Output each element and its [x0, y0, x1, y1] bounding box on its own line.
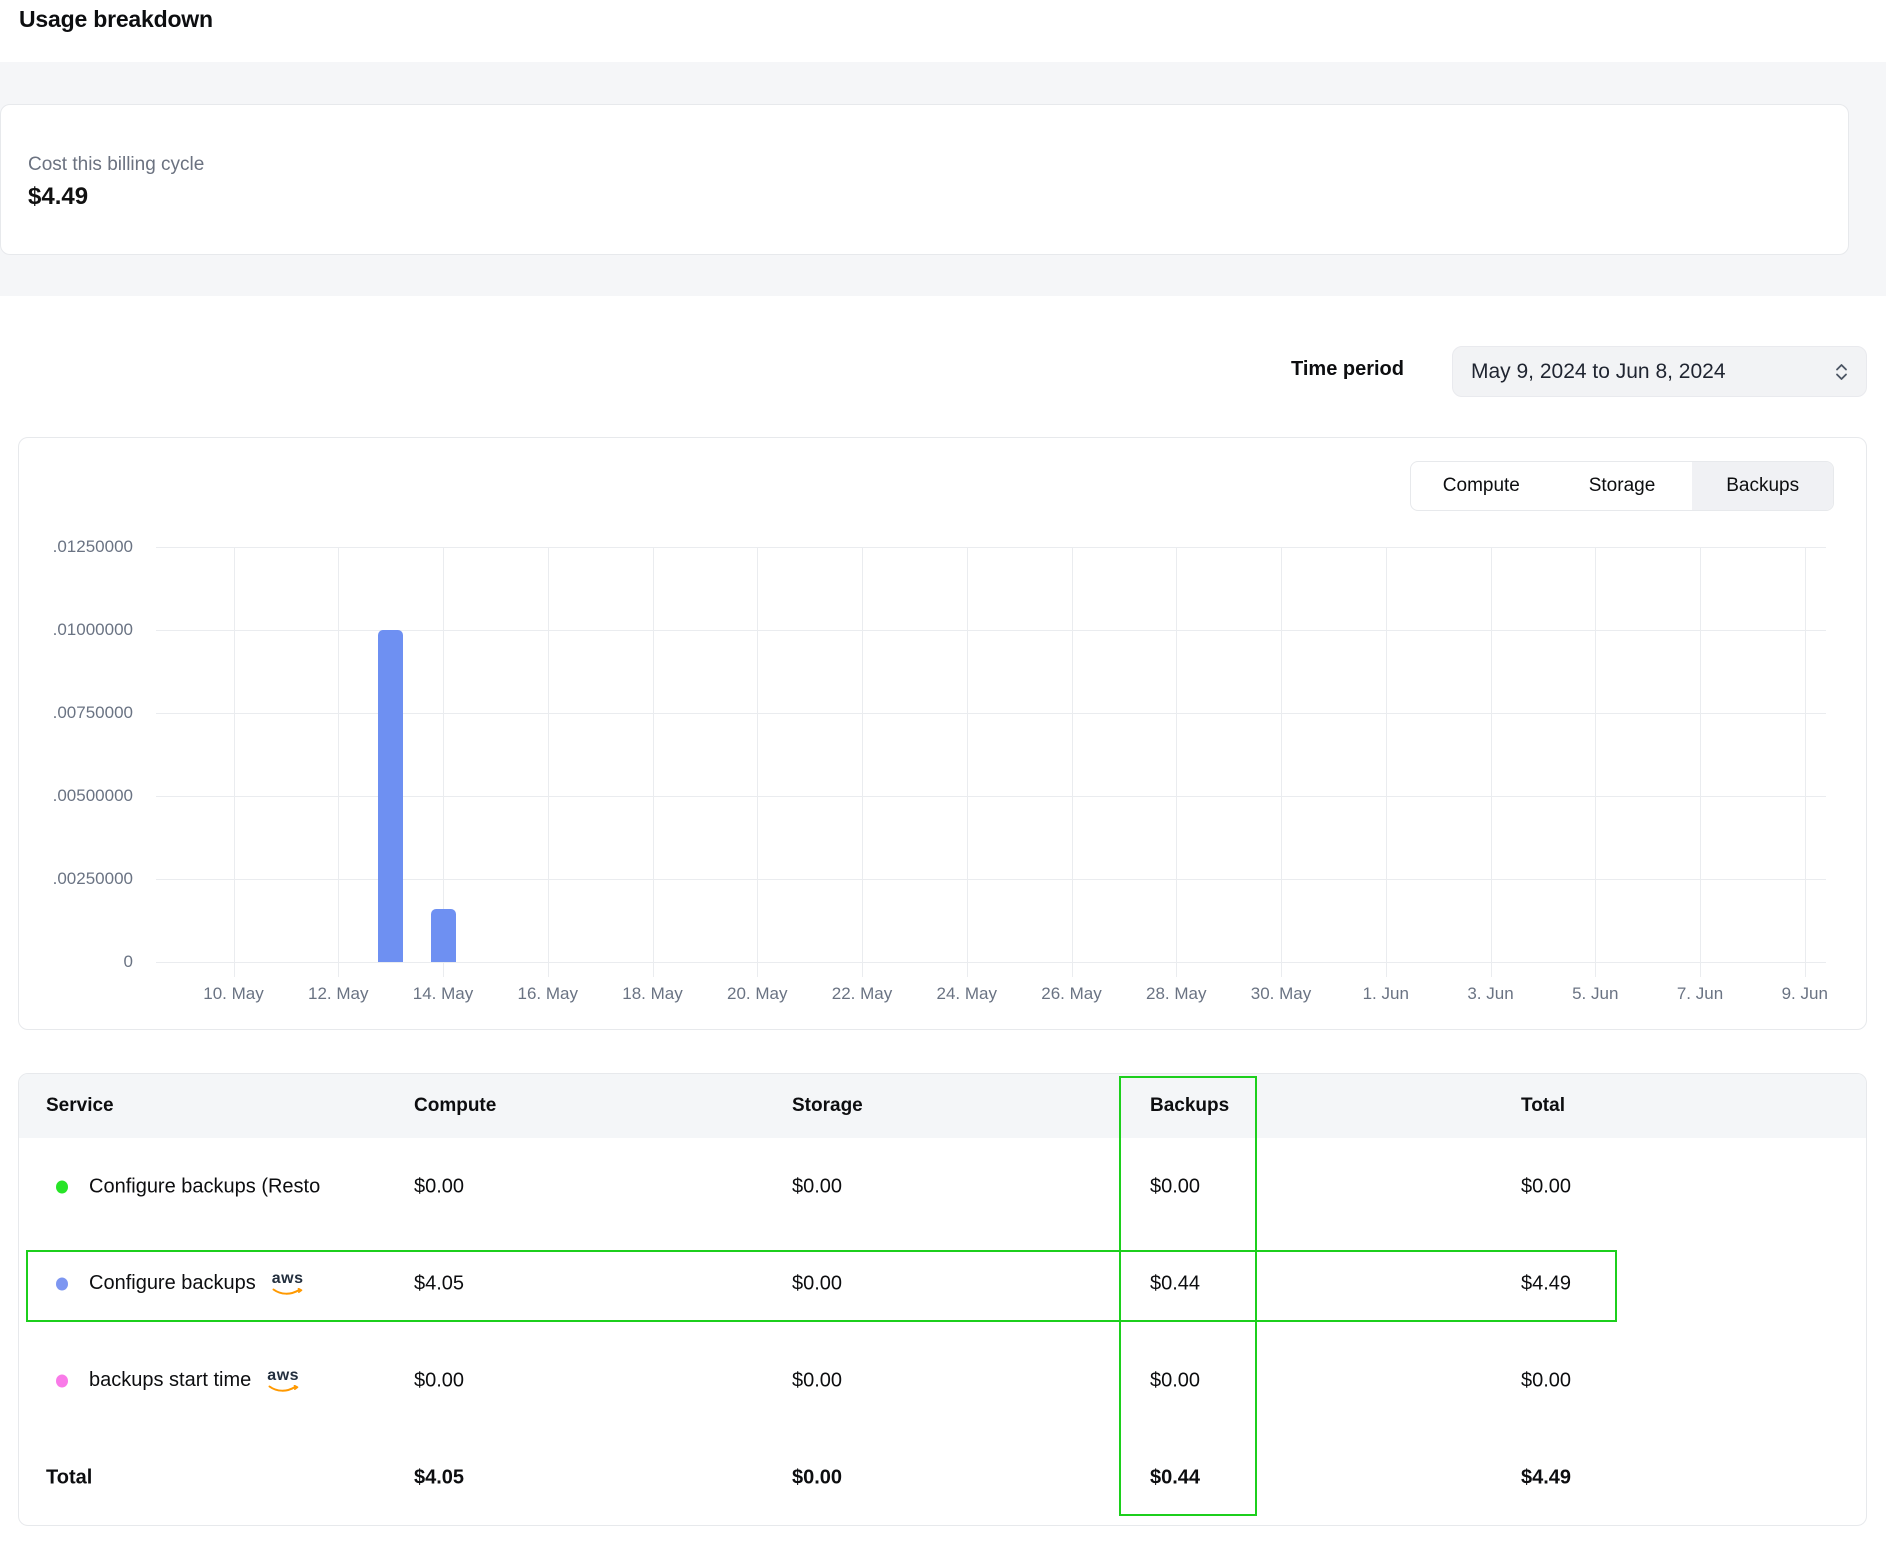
billing-summary-section: Cost this billing cycle $4.49 — [0, 62, 1886, 296]
aws-logo-icon: aws — [272, 1271, 304, 1297]
service-name: Configure backups (Resto — [89, 1175, 320, 1198]
column-header-compute: Compute — [414, 1095, 496, 1117]
x-gridline — [1595, 547, 1596, 977]
x-axis-tick-label: 12. May — [283, 984, 393, 1004]
column-header-backups: Backups — [1150, 1095, 1229, 1117]
total-cost: $0.00 — [1521, 1175, 1571, 1198]
page-title: Usage breakdown — [19, 6, 213, 33]
column-header-total: Total — [1521, 1095, 1565, 1117]
x-gridline — [234, 547, 235, 977]
compute-cost: $4.05 — [414, 1272, 464, 1295]
storage-cost: $0.00 — [792, 1175, 842, 1198]
x-axis-tick-label: 9. Jun — [1750, 984, 1860, 1004]
column-header-service: Service — [46, 1095, 114, 1117]
y-axis-tick-label: .01000000 — [19, 620, 133, 640]
series-color-dot — [56, 1277, 68, 1290]
x-gridline — [967, 547, 968, 977]
table-row-configure-backups-resto: Configure backups (Resto $0.00 $0.00 $0.00 $… — [19, 1138, 1866, 1235]
y-axis-tick-label: .00500000 — [19, 786, 133, 806]
backups-cost: $0.00 — [1150, 1369, 1200, 1392]
x-gridline — [1491, 547, 1492, 977]
table-row-configure-backups: Configure backups aws $4.05 $0.00 $0.44 $4.49 — [19, 1235, 1866, 1332]
cost-cycle-label: Cost this billing cycle — [28, 154, 204, 176]
chevron-updown-icon — [1833, 361, 1850, 383]
time-period-select[interactable]: May 9, 2024 to Jun 8, 2024 — [1452, 346, 1867, 397]
time-period-label: Time period — [1291, 358, 1404, 381]
total-overall-cost: $4.49 — [1521, 1466, 1571, 1489]
total-compute-cost: $4.05 — [414, 1466, 464, 1489]
y-gridline — [156, 879, 1826, 880]
total-backups-cost: $0.44 — [1150, 1466, 1200, 1489]
service-name: Configure backups — [89, 1272, 256, 1295]
series-color-dot — [56, 1374, 68, 1387]
x-gridline — [1176, 547, 1177, 977]
x-axis-tick-label: 14. May — [388, 984, 498, 1004]
y-axis-tick-label: 0 — [19, 952, 133, 972]
x-axis-tick-label: 22. May — [807, 984, 917, 1004]
usage-chart-card: ComputeStorageBackups .01250000 .01000000… — [18, 437, 1867, 1030]
x-gridline — [1072, 547, 1073, 977]
x-axis-tick-label: 3. Jun — [1436, 984, 1546, 1004]
usage-breakdown-page: Usage breakdown Cost this billing cycle … — [0, 0, 1886, 1548]
y-gridline — [156, 962, 1826, 963]
column-header-storage: Storage — [792, 1095, 863, 1117]
x-axis-tick-label: 16. May — [493, 984, 603, 1004]
time-period-value: May 9, 2024 to Jun 8, 2024 — [1471, 360, 1726, 384]
compute-cost: $0.00 — [414, 1175, 464, 1198]
x-gridline — [653, 547, 654, 977]
tab-compute[interactable]: Compute — [1411, 462, 1552, 510]
table-row-backups-start-time: backups start time aws $0.00 $0.00 $0.00 $0.0… — [19, 1332, 1866, 1429]
cost-summary-card: Cost this billing cycle $4.49 — [0, 104, 1849, 255]
y-gridline — [156, 547, 1826, 548]
x-gridline — [757, 547, 758, 977]
chart-metric-tabs: ComputeStorageBackups — [1410, 461, 1834, 511]
usage-bar-14-may — [431, 909, 456, 962]
x-gridline — [862, 547, 863, 977]
y-axis-tick-label: .00250000 — [19, 869, 133, 889]
total-cost: $0.00 — [1521, 1369, 1571, 1392]
x-gridline — [338, 547, 339, 977]
x-axis-tick-label: 5. Jun — [1540, 984, 1650, 1004]
x-axis-tick-label: 24. May — [912, 984, 1022, 1004]
y-gridline — [156, 796, 1826, 797]
x-axis-tick-label: 26. May — [1017, 984, 1127, 1004]
compute-cost: $0.00 — [414, 1369, 464, 1392]
y-axis-tick-label: .00750000 — [19, 703, 133, 723]
storage-cost: $0.00 — [792, 1272, 842, 1295]
x-gridline — [1700, 547, 1701, 977]
table-header-row: Service Compute Storage Backups Total — [19, 1074, 1866, 1138]
y-axis-tick-label: .01250000 — [19, 537, 133, 557]
x-axis-tick-label: 18. May — [598, 984, 708, 1004]
x-gridline — [548, 547, 549, 977]
total-cost: $4.49 — [1521, 1272, 1571, 1295]
series-color-dot — [56, 1180, 68, 1193]
y-gridline — [156, 630, 1826, 631]
usage-table-card: Service Compute Storage Backups Total Config… — [18, 1073, 1867, 1526]
backups-cost: $0.44 — [1150, 1272, 1200, 1295]
y-gridline — [156, 713, 1826, 714]
storage-cost: $0.00 — [792, 1369, 842, 1392]
x-axis-tick-label: 30. May — [1226, 984, 1336, 1004]
x-gridline — [1386, 547, 1387, 977]
x-axis-tick-label: 28. May — [1121, 984, 1231, 1004]
service-name: backups start time — [89, 1369, 251, 1392]
aws-logo-icon: aws — [267, 1368, 299, 1394]
x-gridline — [1805, 547, 1806, 977]
total-row-label: Total — [46, 1466, 92, 1489]
total-storage-cost: $0.00 — [792, 1466, 842, 1489]
x-axis-tick-label: 10. May — [179, 984, 289, 1004]
x-axis-tick-label: 1. Jun — [1331, 984, 1441, 1004]
x-gridline — [1281, 547, 1282, 977]
tab-backups[interactable]: Backups — [1692, 462, 1833, 510]
table-total-row: Total $4.05 $0.00 $0.44 $4.49 — [19, 1429, 1866, 1526]
backups-cost: $0.00 — [1150, 1175, 1200, 1198]
usage-bar-13-may — [378, 630, 403, 962]
x-axis-tick-label: 20. May — [702, 984, 812, 1004]
x-axis-tick-label: 7. Jun — [1645, 984, 1755, 1004]
tab-storage[interactable]: Storage — [1552, 462, 1693, 510]
cost-cycle-value: $4.49 — [28, 183, 88, 211]
